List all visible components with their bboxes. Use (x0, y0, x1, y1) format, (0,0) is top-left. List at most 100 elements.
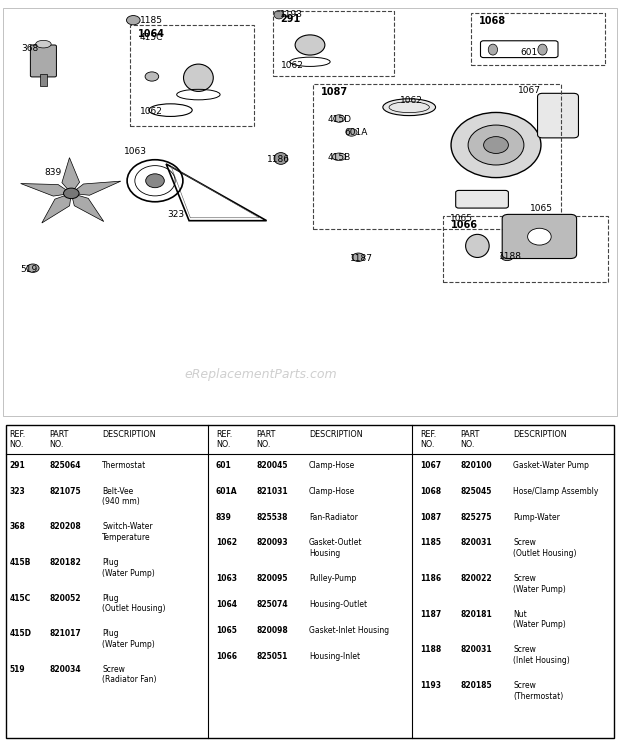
Ellipse shape (468, 125, 524, 165)
Text: 820098: 820098 (256, 626, 288, 635)
Text: 601A: 601A (216, 487, 237, 496)
Text: 820045: 820045 (256, 461, 288, 469)
Text: Switch-Water
Temperature: Switch-Water Temperature (102, 522, 153, 542)
Text: 1064: 1064 (138, 28, 165, 39)
Text: 1062: 1062 (400, 97, 423, 106)
Polygon shape (20, 184, 71, 196)
Text: 368: 368 (22, 44, 39, 53)
Bar (471, 13, 604, 65)
Text: 1068: 1068 (420, 487, 441, 496)
Text: 820100: 820100 (461, 461, 492, 469)
Bar (313, 84, 561, 229)
Text: Hose/Clamp Assembly: Hose/Clamp Assembly (513, 487, 599, 496)
Ellipse shape (451, 112, 541, 178)
Text: 1062: 1062 (216, 539, 237, 548)
Text: 820208: 820208 (50, 522, 81, 531)
Text: REF.
NO.: REF. NO. (420, 430, 436, 449)
Text: 323: 323 (9, 487, 25, 496)
Text: 1067: 1067 (518, 86, 541, 95)
Text: 1186: 1186 (420, 574, 441, 583)
Text: 1188: 1188 (499, 252, 522, 261)
Ellipse shape (528, 228, 551, 245)
Text: PART
NO.: PART NO. (256, 430, 275, 449)
Text: 1066: 1066 (216, 652, 237, 661)
Text: Screw
(Water Pump): Screw (Water Pump) (513, 574, 566, 594)
Ellipse shape (383, 99, 436, 115)
Text: Gasket-Water Pump: Gasket-Water Pump (513, 461, 589, 469)
Ellipse shape (126, 16, 140, 25)
Text: 519: 519 (9, 664, 25, 674)
Polygon shape (71, 181, 121, 195)
Ellipse shape (334, 115, 345, 122)
Ellipse shape (295, 35, 325, 55)
Text: 1066: 1066 (451, 219, 478, 230)
Text: 1062: 1062 (140, 107, 162, 116)
Text: REF.
NO.: REF. NO. (216, 430, 232, 449)
Text: 820031: 820031 (461, 539, 492, 548)
Text: 415D: 415D (9, 629, 31, 638)
Ellipse shape (184, 64, 213, 92)
Ellipse shape (36, 40, 51, 48)
Text: 1087: 1087 (321, 88, 348, 97)
Text: 820185: 820185 (461, 681, 492, 690)
Text: Housing-Outlet: Housing-Outlet (309, 600, 367, 609)
Text: Plug
(Water Pump): Plug (Water Pump) (102, 629, 155, 649)
Polygon shape (71, 193, 104, 222)
FancyBboxPatch shape (538, 93, 578, 138)
Text: 820052: 820052 (50, 594, 81, 603)
Text: 1193: 1193 (280, 10, 303, 19)
Text: 1087: 1087 (420, 513, 441, 522)
Text: 825074: 825074 (256, 600, 288, 609)
Text: 415D: 415D (327, 115, 352, 124)
Text: 825538: 825538 (256, 513, 288, 522)
Ellipse shape (274, 153, 288, 164)
Text: PART
NO.: PART NO. (50, 430, 69, 449)
Text: 601A: 601A (345, 128, 368, 137)
Text: Belt-Vee
(940 mm): Belt-Vee (940 mm) (102, 487, 140, 507)
Text: 1187: 1187 (420, 609, 441, 619)
Text: 1065: 1065 (530, 204, 553, 213)
Text: Screw
(Outlet Housing): Screw (Outlet Housing) (513, 539, 577, 558)
Text: 1187: 1187 (350, 254, 373, 263)
Text: Pump-Water: Pump-Water (513, 513, 560, 522)
FancyBboxPatch shape (30, 45, 56, 77)
Text: 1064: 1064 (216, 600, 237, 609)
Ellipse shape (332, 153, 346, 161)
Bar (443, 217, 608, 282)
Text: 820181: 820181 (461, 609, 492, 619)
Text: 825045: 825045 (461, 487, 492, 496)
Text: 820031: 820031 (461, 645, 492, 654)
Text: eReplacementParts.com: eReplacementParts.com (184, 368, 337, 381)
Text: 821075: 821075 (50, 487, 81, 496)
Polygon shape (62, 158, 79, 193)
Ellipse shape (466, 234, 489, 257)
Text: 1186: 1186 (267, 155, 290, 164)
Text: 825275: 825275 (461, 513, 492, 522)
Text: 820022: 820022 (461, 574, 492, 583)
Text: 1067: 1067 (420, 461, 441, 469)
Text: 1062: 1062 (281, 61, 304, 70)
Text: Screw
(Inlet Housing): Screw (Inlet Housing) (513, 645, 570, 665)
Text: DESCRIPTION: DESCRIPTION (513, 430, 567, 439)
Text: Thermostat: Thermostat (102, 461, 146, 469)
Ellipse shape (146, 174, 164, 187)
Text: PART
NO.: PART NO. (461, 430, 480, 449)
Text: 1188: 1188 (420, 645, 441, 654)
Text: 1063: 1063 (216, 574, 237, 583)
Text: 291: 291 (280, 14, 301, 24)
Ellipse shape (352, 253, 365, 261)
Ellipse shape (538, 44, 547, 55)
Text: 1068: 1068 (479, 16, 506, 26)
Bar (130, 25, 254, 126)
Text: 820093: 820093 (256, 539, 288, 548)
Text: 368: 368 (9, 522, 25, 531)
Text: 1063: 1063 (124, 147, 147, 155)
Text: DESCRIPTION: DESCRIPTION (309, 430, 362, 439)
Text: 1065: 1065 (450, 214, 472, 223)
Text: 323: 323 (167, 210, 185, 219)
Text: 415C: 415C (9, 594, 30, 603)
Text: 519: 519 (20, 265, 38, 274)
Text: 1185: 1185 (420, 539, 441, 548)
Text: 839: 839 (45, 168, 62, 177)
Text: 415C: 415C (140, 33, 163, 42)
